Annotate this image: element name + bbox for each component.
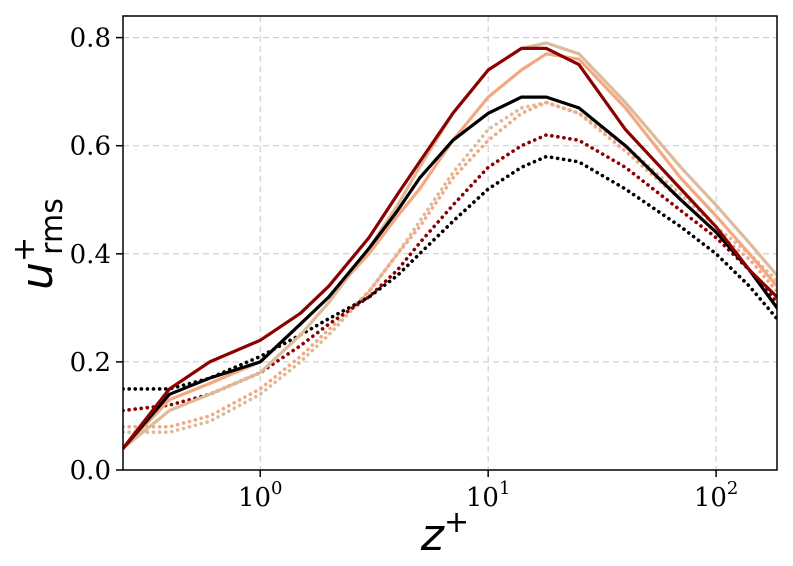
x-axis-title-sup: + xyxy=(444,505,469,540)
dotted-series-line xyxy=(123,154,777,391)
x-tick-label-base: 10 xyxy=(238,483,271,513)
y-tick-label: 0.2 xyxy=(70,348,111,378)
x-tick-label-base: 10 xyxy=(694,483,727,513)
x-tick-label: 101 xyxy=(466,478,511,513)
x-tick-label: 100 xyxy=(238,478,283,513)
plot-frame xyxy=(122,15,778,471)
grid xyxy=(123,16,777,471)
y-tick-label: 0.0 xyxy=(70,456,111,486)
x-tick-label-exponent: 0 xyxy=(271,478,282,499)
y-axis-title-main: u xyxy=(12,262,63,290)
y-axis-title: u+rms xyxy=(7,198,70,290)
x-axis-title: z+ xyxy=(420,505,469,561)
solid-series-line xyxy=(123,41,777,450)
y-tick-label: 0.8 xyxy=(70,24,111,54)
solid-series-line xyxy=(123,95,777,450)
x-tick-label-exponent: 1 xyxy=(499,478,510,499)
x-tick-label-base: 10 xyxy=(466,483,499,513)
x-axis-title-main: z xyxy=(420,510,445,561)
solid-series-line xyxy=(123,46,777,450)
x-tick-label: 102 xyxy=(694,478,739,513)
y-tick-label: 0.4 xyxy=(70,240,111,270)
y-axis-title-sup: + xyxy=(7,237,42,262)
y-tick-label: 0.6 xyxy=(70,132,111,162)
dotted-series-line xyxy=(123,133,777,413)
dotted-series-line xyxy=(123,100,777,434)
y-axis-title-sub: rms xyxy=(35,198,70,255)
series-layer xyxy=(123,41,777,450)
dotted-series-line xyxy=(123,100,777,429)
x-tick-label-exponent: 2 xyxy=(727,478,738,499)
